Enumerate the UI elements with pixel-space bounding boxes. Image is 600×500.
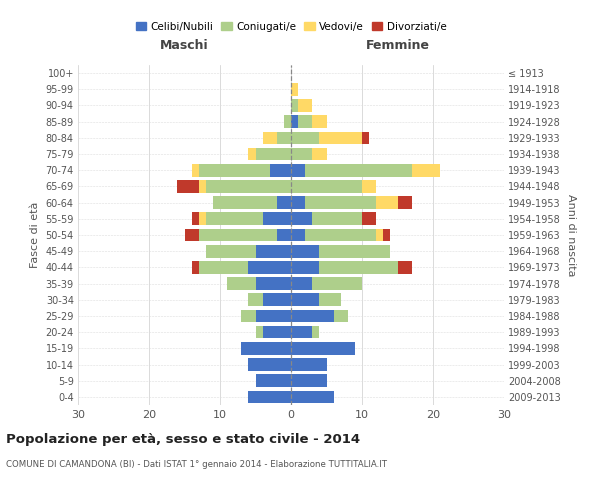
Bar <box>199 261 248 274</box>
Bar <box>319 132 362 144</box>
Bar <box>383 228 391 241</box>
Bar <box>213 196 277 209</box>
Bar <box>191 164 199 176</box>
Y-axis label: Fasce di età: Fasce di età <box>30 202 40 268</box>
Bar <box>291 196 305 209</box>
Bar <box>305 164 412 176</box>
Bar <box>291 212 313 225</box>
Bar <box>256 245 291 258</box>
Bar <box>277 132 291 144</box>
Bar <box>248 390 291 403</box>
Bar <box>270 164 291 176</box>
Text: Femmine: Femmine <box>365 40 430 52</box>
Bar <box>362 132 369 144</box>
Bar <box>206 212 263 225</box>
Bar <box>241 310 256 322</box>
Bar <box>362 212 376 225</box>
Bar <box>291 99 298 112</box>
Bar <box>248 261 291 274</box>
Bar <box>305 228 376 241</box>
Bar <box>199 212 206 225</box>
Bar <box>277 228 291 241</box>
Bar <box>206 245 256 258</box>
Bar <box>178 180 199 192</box>
Bar <box>305 196 376 209</box>
Bar <box>319 261 398 274</box>
Bar <box>191 212 199 225</box>
Bar <box>248 358 291 371</box>
Bar <box>313 116 326 128</box>
Bar <box>291 326 313 338</box>
Bar <box>199 164 270 176</box>
Bar <box>376 196 398 209</box>
Bar <box>334 310 348 322</box>
Bar <box>206 180 291 192</box>
Bar <box>248 148 256 160</box>
Bar <box>191 261 199 274</box>
Bar <box>199 180 206 192</box>
Bar <box>412 164 440 176</box>
Bar <box>256 310 291 322</box>
Bar <box>263 294 291 306</box>
Bar <box>291 228 305 241</box>
Bar <box>291 132 319 144</box>
Bar <box>256 278 291 290</box>
Bar <box>291 116 298 128</box>
Bar <box>291 245 319 258</box>
Bar <box>291 342 355 354</box>
Text: Maschi: Maschi <box>160 40 209 52</box>
Bar <box>284 116 291 128</box>
Bar <box>291 148 313 160</box>
Bar <box>263 212 291 225</box>
Bar <box>319 294 341 306</box>
Legend: Celibi/Nubili, Coniugati/e, Vedovi/e, Divorziati/e: Celibi/Nubili, Coniugati/e, Vedovi/e, Di… <box>131 18 451 36</box>
Bar <box>291 390 334 403</box>
Bar <box>241 342 291 354</box>
Bar <box>298 116 313 128</box>
Bar <box>248 294 263 306</box>
Bar <box>362 180 376 192</box>
Bar <box>291 83 298 96</box>
Bar <box>291 310 334 322</box>
Bar <box>313 278 362 290</box>
Bar <box>263 132 277 144</box>
Bar <box>298 99 313 112</box>
Bar <box>376 228 383 241</box>
Y-axis label: Anni di nascita: Anni di nascita <box>566 194 577 276</box>
Bar <box>256 148 291 160</box>
Bar <box>185 228 199 241</box>
Bar <box>256 326 263 338</box>
Bar <box>291 374 326 387</box>
Bar <box>319 245 391 258</box>
Text: COMUNE DI CAMANDONA (BI) - Dati ISTAT 1° gennaio 2014 - Elaborazione TUTTITALIA.: COMUNE DI CAMANDONA (BI) - Dati ISTAT 1°… <box>6 460 387 469</box>
Bar <box>313 212 362 225</box>
Bar <box>291 261 319 274</box>
Bar <box>199 228 277 241</box>
Bar <box>398 261 412 274</box>
Bar <box>398 196 412 209</box>
Bar <box>291 180 362 192</box>
Bar <box>277 196 291 209</box>
Bar <box>263 326 291 338</box>
Bar <box>291 164 305 176</box>
Bar <box>291 358 326 371</box>
Bar <box>227 278 256 290</box>
Bar <box>291 294 319 306</box>
Text: Popolazione per età, sesso e stato civile - 2014: Popolazione per età, sesso e stato civil… <box>6 432 360 446</box>
Bar <box>313 326 319 338</box>
Bar <box>313 148 326 160</box>
Bar <box>291 278 313 290</box>
Bar <box>256 374 291 387</box>
